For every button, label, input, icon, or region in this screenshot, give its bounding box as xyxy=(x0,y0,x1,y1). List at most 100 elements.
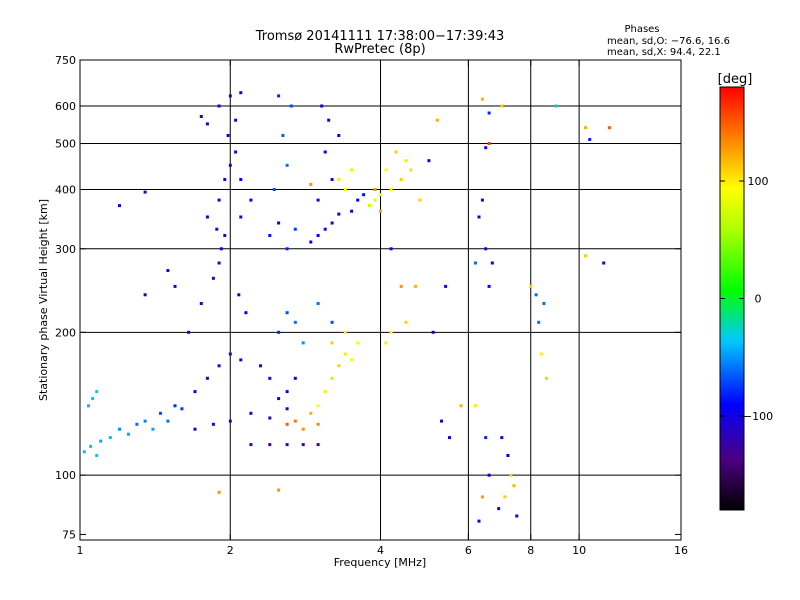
x-tick-label: 1 xyxy=(77,544,84,557)
data-point xyxy=(323,390,327,394)
data-point xyxy=(143,190,147,194)
data-point xyxy=(285,422,289,426)
data-point xyxy=(293,376,297,380)
data-point xyxy=(228,94,232,98)
data-point xyxy=(277,221,281,225)
data-point xyxy=(126,432,130,436)
x-tick-label: 8 xyxy=(527,544,534,557)
y-tick-label: 750 xyxy=(55,54,76,67)
data-points xyxy=(82,91,611,523)
data-point xyxy=(356,341,360,345)
data-point xyxy=(537,320,541,324)
data-point xyxy=(217,490,221,494)
x-tick-label: 2 xyxy=(227,544,234,557)
data-point xyxy=(316,422,320,426)
data-point xyxy=(316,404,320,408)
data-point xyxy=(211,422,215,426)
data-point xyxy=(484,247,488,251)
data-point xyxy=(234,118,238,122)
data-point xyxy=(277,488,281,492)
data-point xyxy=(285,163,289,167)
data-point xyxy=(444,284,448,288)
data-point xyxy=(542,302,546,305)
data-point xyxy=(384,341,388,345)
data-point xyxy=(323,227,327,231)
data-point xyxy=(226,134,230,137)
data-point xyxy=(487,473,491,477)
data-point xyxy=(389,188,393,191)
data-point xyxy=(151,427,155,431)
data-point xyxy=(205,215,209,219)
data-point xyxy=(480,198,484,202)
y-axis-label: Stationary phase Virtual Height [km] xyxy=(37,199,50,401)
data-point xyxy=(268,416,272,420)
data-point xyxy=(215,227,219,231)
data-point xyxy=(487,284,491,288)
data-point xyxy=(277,94,281,98)
data-point xyxy=(95,454,99,457)
data-point xyxy=(373,188,377,191)
data-point xyxy=(323,150,327,154)
data-point xyxy=(509,473,513,477)
data-point xyxy=(480,97,484,101)
y-tick-label: 75 xyxy=(62,528,76,541)
data-point xyxy=(82,450,86,454)
colorbar-ticks: 100 0 −100 xyxy=(720,175,773,423)
data-point xyxy=(602,261,606,265)
data-point xyxy=(217,104,221,108)
data-point xyxy=(484,436,488,440)
data-point xyxy=(497,507,501,511)
data-point xyxy=(211,276,215,280)
data-point xyxy=(404,320,408,324)
data-point xyxy=(272,188,276,191)
data-point xyxy=(285,390,289,394)
data-point xyxy=(554,104,558,108)
data-point xyxy=(515,514,519,518)
data-point xyxy=(459,404,463,408)
data-point xyxy=(512,484,516,488)
data-point xyxy=(477,215,481,219)
data-point xyxy=(487,142,491,145)
data-point xyxy=(166,269,170,272)
data-point xyxy=(544,376,548,380)
data-point xyxy=(268,376,272,380)
data-point xyxy=(193,390,197,394)
data-point xyxy=(399,284,403,288)
chart-subtitle: RwPretec (8p) xyxy=(334,42,425,57)
data-point xyxy=(277,330,281,334)
x-tick-label: 16 xyxy=(674,544,688,557)
data-point xyxy=(362,193,366,197)
data-point xyxy=(534,293,538,297)
data-point xyxy=(435,118,439,122)
colorbar-tick-label: 0 xyxy=(755,293,762,306)
data-point xyxy=(389,330,393,334)
data-point xyxy=(384,168,388,172)
data-point xyxy=(234,150,238,154)
data-point xyxy=(414,284,417,288)
colorbar-tick-label: 100 xyxy=(748,175,769,188)
data-point xyxy=(281,134,285,137)
data-point xyxy=(373,198,377,202)
data-point xyxy=(337,212,341,216)
data-point xyxy=(285,311,289,315)
data-point xyxy=(95,390,99,394)
data-point xyxy=(350,168,354,172)
data-point xyxy=(330,178,334,181)
data-point xyxy=(343,352,347,356)
data-point xyxy=(500,104,504,108)
data-point xyxy=(343,330,347,334)
data-point xyxy=(474,261,477,265)
chart-title: Tromsø 20141111 17:38:00−17:39:43 xyxy=(255,29,505,44)
data-point xyxy=(143,419,147,423)
data-point xyxy=(330,341,334,345)
data-point xyxy=(316,234,320,237)
data-point xyxy=(135,422,139,426)
data-point xyxy=(289,104,293,108)
data-point xyxy=(108,436,112,440)
data-point xyxy=(193,427,197,431)
data-point xyxy=(477,519,481,523)
data-point xyxy=(237,293,241,297)
data-point xyxy=(293,320,297,324)
data-point xyxy=(143,293,147,297)
data-point xyxy=(99,439,103,443)
